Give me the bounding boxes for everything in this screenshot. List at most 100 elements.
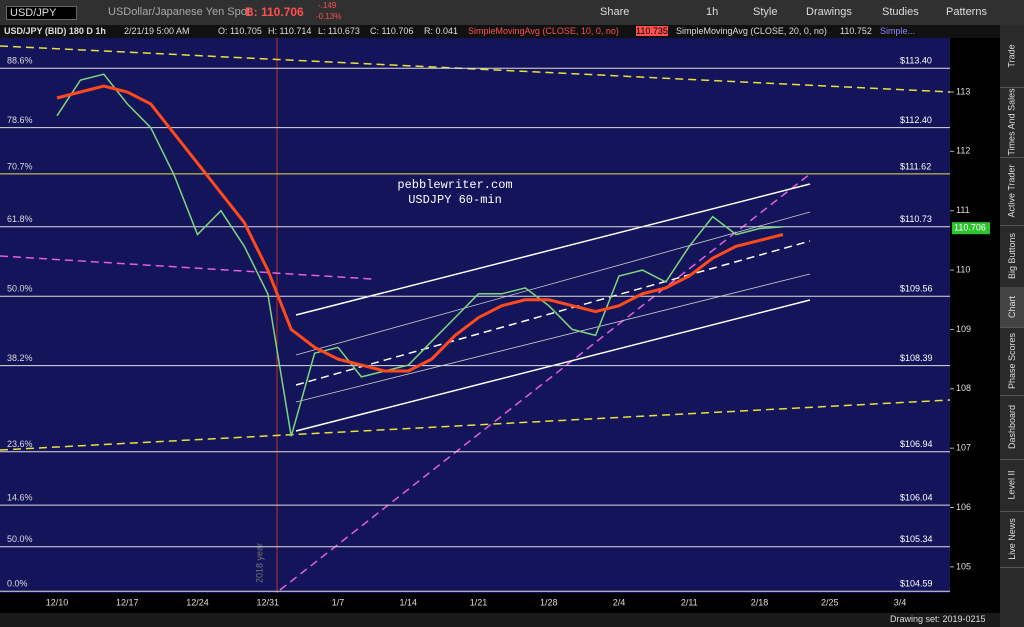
x-tick-label: 12/17: [116, 597, 139, 607]
sidebar-tab-label: Chart: [1006, 295, 1017, 319]
fib-price: $108.39: [900, 353, 933, 363]
sidebar-tab[interactable]: Trade: [1000, 25, 1024, 88]
sidebar-tab[interactable]: Phase Scores: [1000, 327, 1024, 396]
sidebar-tab[interactable]: Live News: [1000, 511, 1024, 568]
x-tick-label: 2/11: [681, 597, 698, 607]
y-tick-label: 113: [956, 86, 970, 96]
x-tick-label: 3/4: [894, 597, 907, 607]
x-tick-label: 2/18: [751, 597, 769, 607]
fib-price: $111.62: [900, 161, 931, 171]
sma10-value: 110.735: [636, 26, 668, 36]
drawing-set: Drawing set: 2019-0215: [890, 614, 986, 624]
fib-price: $109.56: [900, 284, 933, 294]
toolbar: USD/JPY USDollar/Japanese Yen Spot B: 11…: [0, 0, 1024, 26]
sidebar-tab-label: Phase Scores: [1007, 332, 1017, 390]
sidebar-tab-label: Trade: [1007, 44, 1017, 68]
fib-price: $110.73: [900, 214, 932, 224]
change-pct: -0.13%: [316, 12, 342, 21]
annotation: USDJPY 60-min: [408, 193, 502, 207]
range: R: 0.041: [424, 26, 459, 36]
trend-line: [0, 255, 373, 280]
sidebar: Trade Times And Sales Active Trader Big But…: [1000, 25, 1024, 627]
fib-price: $106.94: [900, 439, 933, 449]
fib-price: $112.40: [900, 115, 932, 125]
channel-line: [295, 211, 811, 356]
fib-price: $106.04: [900, 493, 933, 503]
year-label: 2018 year: [254, 543, 264, 583]
sidebar-tab-label: Times And Sales: [1007, 88, 1018, 156]
channel-line: [295, 273, 811, 403]
trend-line: [279, 173, 811, 591]
sidebar-tab-label: Active Trader: [1007, 164, 1017, 218]
x-tick-label: 2/4: [613, 597, 626, 607]
trend-line: [0, 399, 951, 451]
fib-ratio: 88.6%: [7, 56, 33, 66]
open: O: 110.705: [218, 26, 262, 36]
close: C: 110.706: [370, 26, 414, 36]
fib-price: $113.40: [900, 56, 932, 66]
sma20: SimpleMovingAvg (CLOSE, 20, 0, no): [676, 26, 827, 36]
sidebar-tab[interactable]: Chart: [1000, 287, 1024, 328]
bid: B: 110.706: [245, 5, 304, 19]
fib-ratio: 23.6%: [7, 439, 33, 449]
high: H: 110.714: [268, 26, 312, 36]
patterns-button[interactable]: Patterns: [946, 6, 987, 18]
fib-ratio: 50.0%: [7, 284, 33, 294]
y-tick-label: 110: [956, 264, 970, 274]
footer: Drawing set: 2019-0215: [0, 613, 1000, 627]
fib-ratio: 38.2%: [7, 353, 33, 363]
trend-line: [0, 45, 951, 93]
x-tick-label: 1/21: [470, 597, 488, 607]
sidebar-tab[interactable]: Level II: [1000, 459, 1024, 512]
price-line: [56, 84, 784, 373]
study-label: USD/JPY (BID) 180 D 1h: [4, 26, 106, 36]
last-price-label: 110.706: [954, 223, 986, 233]
symbol-description: USDollar/Japanese Yen Spot: [108, 6, 250, 18]
more-studies: Simple...: [880, 26, 916, 36]
low: L: 110.673: [318, 26, 360, 36]
y-tick-label: 111: [956, 205, 970, 215]
x-tick-label: 1/7: [332, 597, 345, 607]
sidebar-tab-label: Big Buttons: [1007, 232, 1017, 280]
x-tick-label: 2/25: [821, 597, 839, 607]
studies-button[interactable]: Studies: [882, 6, 919, 18]
x-tick-label: 12/24: [186, 597, 209, 607]
drawings-button[interactable]: Drawings: [806, 6, 852, 18]
y-tick-label: 112: [956, 146, 970, 156]
sma20-value: 110.752: [840, 26, 872, 36]
annotation: pebblewriter.com: [397, 178, 512, 192]
fib-ratio: 14.6%: [7, 493, 33, 503]
x-tick-label: 1/14: [399, 597, 417, 607]
share-button[interactable]: Share: [600, 6, 630, 18]
sidebar-tab-label: Live News: [1007, 518, 1018, 560]
y-tick-label: 107: [956, 443, 971, 453]
fib-price: $105.34: [900, 534, 933, 544]
last-price-tag: [952, 222, 990, 235]
sidebar-tab[interactable]: Times And Sales: [1000, 87, 1024, 158]
style-button[interactable]: Style: [753, 6, 778, 18]
sidebar-tab[interactable]: Active Trader: [1000, 157, 1024, 226]
x-tick-label: 12/31: [256, 597, 279, 607]
y-tick-label: 109: [956, 324, 971, 334]
chart: pebblewriter.com USDJPY 60-min 2018 year…: [0, 38, 1000, 613]
y-tick-label: 105: [956, 561, 971, 571]
channel-line: [295, 240, 811, 386]
fib-price: $104.59: [900, 579, 933, 589]
price-line: [56, 73, 783, 437]
x-tick-label: 1/28: [540, 597, 558, 607]
symbol-box[interactable]: USD/JPY: [6, 6, 78, 20]
sidebar-tab-label: Dashboard: [1007, 404, 1017, 450]
interval-button[interactable]: 1h: [706, 6, 719, 18]
x-tick-label: 12/10: [46, 597, 69, 607]
channel-line: [295, 183, 811, 316]
time: 2/21/19 5:00 AM: [124, 26, 190, 36]
sidebar-tab[interactable]: Big Buttons: [1000, 225, 1024, 288]
sma10: SimpleMovingAvg (CLOSE, 10, 0, no): [468, 26, 619, 36]
sidebar-tab[interactable]: Dashboard: [1000, 395, 1024, 460]
change: -.149: [318, 1, 337, 10]
plot-background: [0, 38, 950, 593]
chart-header: USD/JPY (BID) 180 D 1h 2/21/19 5:00 AM O…: [0, 25, 1000, 38]
fib-ratio: 61.8%: [7, 214, 33, 224]
price-axis: [950, 38, 1000, 593]
